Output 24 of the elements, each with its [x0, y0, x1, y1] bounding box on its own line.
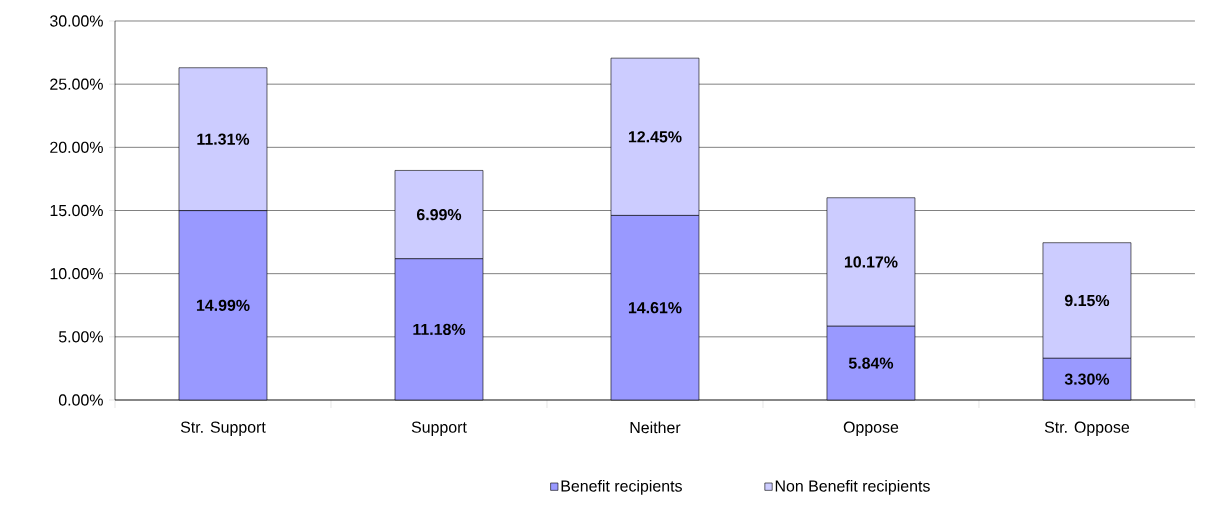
- x-tick-label: Str. Oppose: [1044, 421, 1130, 436]
- x-tick-label: Str. Support: [180, 421, 266, 436]
- y-tick-label: 0.00%: [58, 394, 103, 406]
- data-label: 11.18%: [413, 323, 466, 336]
- data-label: 10.17%: [844, 256, 898, 268]
- data-label: 9.15%: [1064, 294, 1110, 307]
- x-tick-label: Oppose: [843, 421, 899, 436]
- legend-label: Benefit recipients: [561, 479, 682, 495]
- y-tick-label: 30.00%: [50, 15, 103, 27]
- data-label: 14.61%: [628, 302, 682, 314]
- y-tick-label: 5.00%: [58, 331, 103, 343]
- data-label: 6.99%: [416, 208, 462, 221]
- legend-label: Non Benefit recipients: [775, 479, 930, 495]
- x-tick-label: Neither: [630, 421, 681, 434]
- data-label: 5.84%: [848, 357, 894, 369]
- y-tick-label: 15.00%: [50, 204, 103, 217]
- data-label: 3.30%: [1064, 373, 1110, 385]
- y-tick-label: 20.00%: [50, 141, 103, 153]
- y-tick-label: 25.00%: [50, 78, 103, 90]
- data-label: 12.45%: [628, 131, 682, 143]
- data-label: 14.99%: [196, 299, 250, 311]
- data-label: 11.31%: [197, 133, 250, 145]
- x-tick-label: Support: [411, 421, 467, 436]
- y-tick-label: 10.00%: [50, 268, 103, 280]
